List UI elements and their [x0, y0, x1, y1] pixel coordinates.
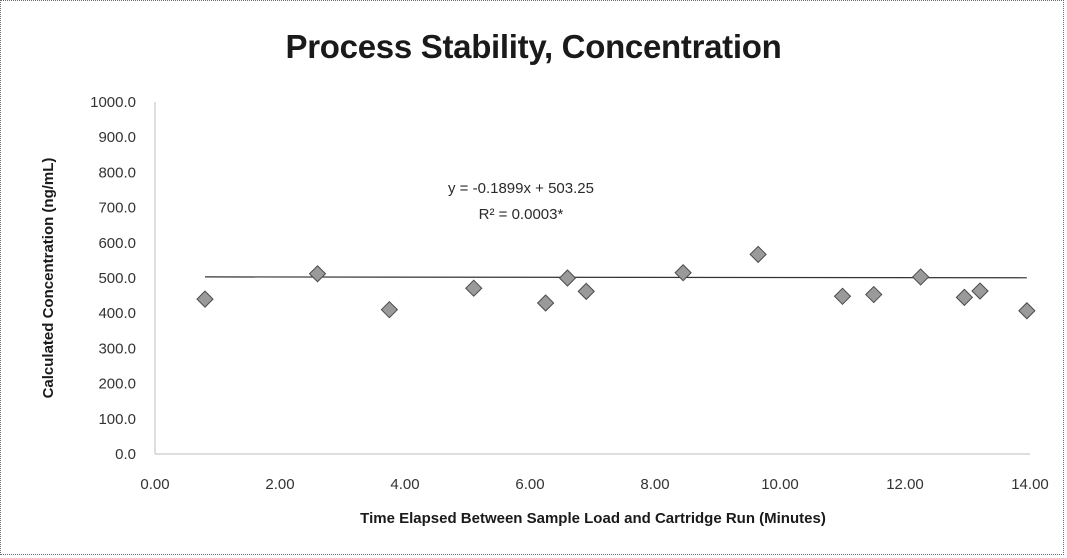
- data-point: [674, 264, 692, 282]
- y-tick-label: 600.0: [98, 235, 136, 252]
- chart-title: Process Stability, Concentration: [285, 28, 782, 65]
- data-point: [749, 245, 767, 264]
- r-squared-label: R² = 0.0003*: [479, 206, 564, 223]
- data-point: [577, 282, 595, 301]
- y-tick-label: 500.0: [98, 270, 136, 287]
- data-point: [465, 279, 483, 297]
- data-point: [865, 285, 883, 304]
- data-point: [955, 288, 974, 307]
- data-point: [380, 300, 399, 319]
- x-tick-label: 10.00: [761, 476, 799, 493]
- y-tick-label: 400.0: [98, 305, 136, 322]
- data-points: [196, 245, 1036, 320]
- x-tick-label: 6.00: [515, 476, 544, 493]
- y-tick-label: 200.0: [98, 376, 136, 393]
- tick-labels: 0.00 2.00 4.00 6.00 8.00 10.00 12.00 14.00 0.0 10…: [90, 94, 1049, 493]
- x-tick-label: 8.00: [640, 476, 669, 493]
- y-axis-title: Calculated Concentration (ng/mL): [40, 158, 57, 399]
- x-tick-label: 4.00: [390, 476, 419, 493]
- data-point: [1018, 302, 1036, 320]
- data-point: [558, 269, 577, 287]
- trendline: [204, 276, 1027, 279]
- y-tick-label: 1000.0: [90, 94, 136, 111]
- data-point: [308, 265, 327, 283]
- data-point: [911, 268, 930, 286]
- x-tick-label: 14.00: [1011, 476, 1049, 493]
- data-point: [196, 290, 214, 308]
- data-point: [971, 282, 989, 300]
- x-axis-title: Time Elapsed Between Sample Load and Car…: [360, 510, 826, 527]
- x-tick-label: 0.00: [140, 476, 169, 493]
- y-tick-label: 800.0: [98, 164, 136, 181]
- y-tick-label: 900.0: [98, 129, 136, 146]
- y-tick-label: 100.0: [98, 411, 136, 428]
- trendline-equation: y = -0.1899x + 503.25: [448, 180, 594, 197]
- y-tick-label: 300.0: [98, 340, 136, 357]
- axes: [154, 102, 1030, 455]
- y-tick-label: 700.0: [98, 200, 136, 217]
- y-tick-label: 0.0: [115, 446, 136, 463]
- data-point: [536, 294, 555, 312]
- x-tick-label: 12.00: [886, 476, 924, 493]
- data-point: [833, 287, 852, 306]
- x-tick-label: 2.00: [265, 476, 294, 493]
